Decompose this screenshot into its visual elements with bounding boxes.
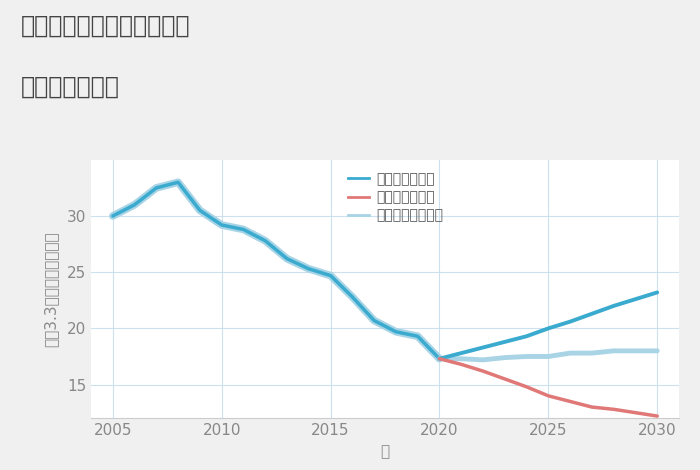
Legend: グッドシナリオ, バッドシナリオ, ノーマルシナリオ: グッドシナリオ, バッドシナリオ, ノーマルシナリオ xyxy=(343,167,449,228)
Y-axis label: 坪（3.3㎡）単価（万円）: 坪（3.3㎡）単価（万円） xyxy=(43,231,58,347)
X-axis label: 年: 年 xyxy=(380,444,390,459)
Text: 三重県松阪市嬉野中川町の: 三重県松阪市嬉野中川町の xyxy=(21,14,190,38)
Text: 土地の価格推移: 土地の価格推移 xyxy=(21,75,120,99)
